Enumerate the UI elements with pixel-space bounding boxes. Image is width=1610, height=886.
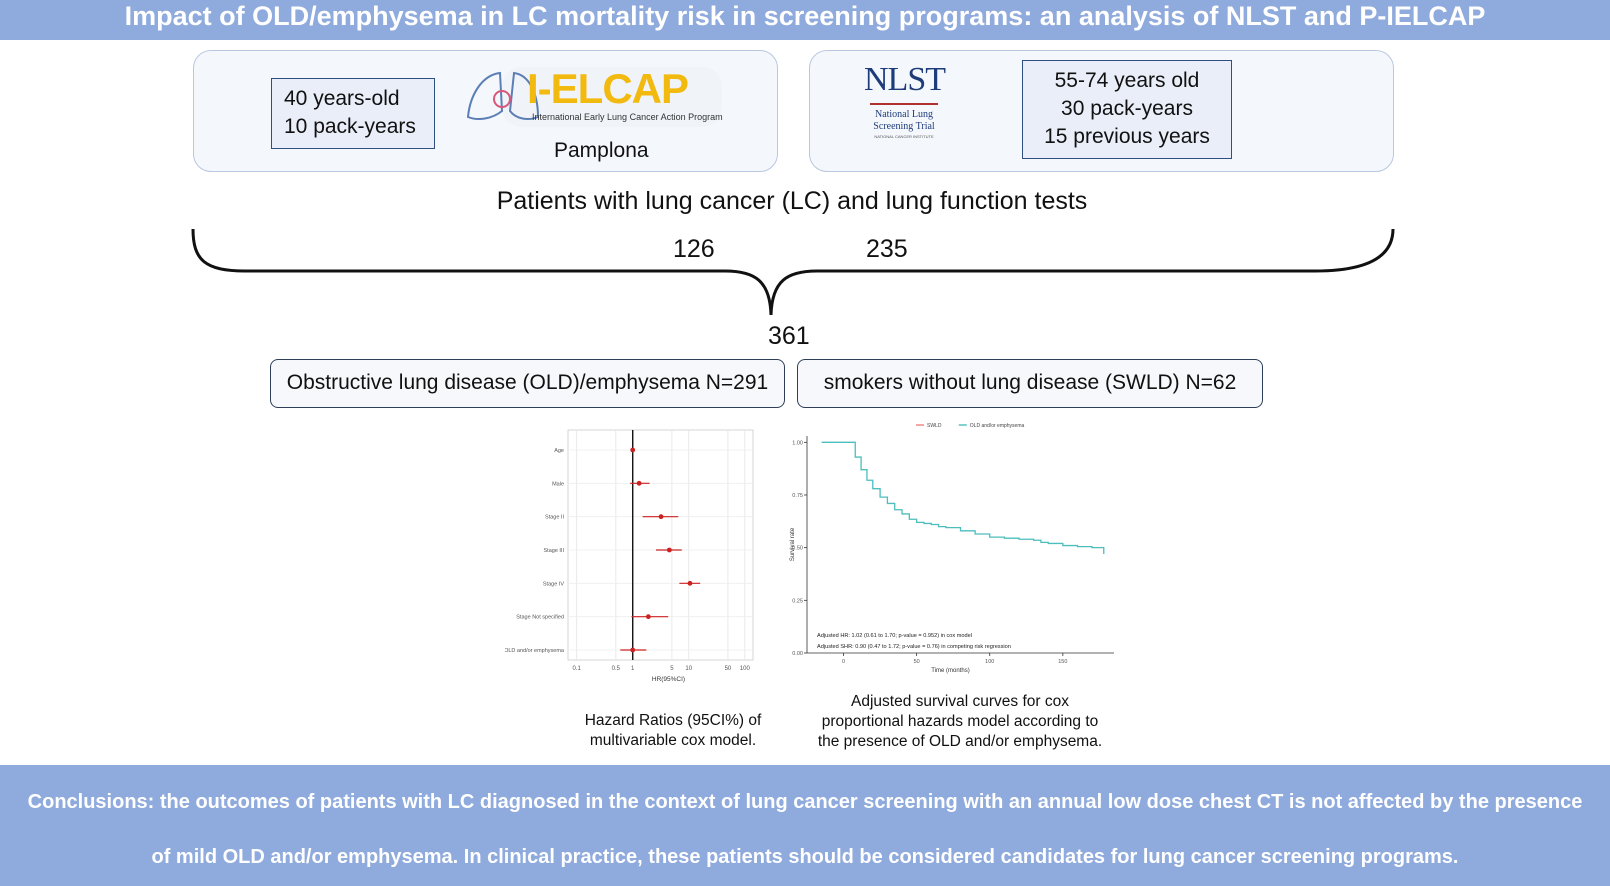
forest-x-tick-label: 5 xyxy=(670,666,674,672)
forest-point xyxy=(636,480,642,486)
ielcap-logo-name: I-ELCAP xyxy=(527,65,689,112)
nlst-logo-subtitle-2: Screening Trial xyxy=(873,121,935,132)
count-nlst: 235 xyxy=(866,235,908,263)
nlst-criteria-box: 55-74 years old 30 pack-years 15 previou… xyxy=(1022,60,1232,159)
km-plot: 0.00 0.25 0.50 0.75 1.00 0 50 100 150 Time (month… xyxy=(790,423,1114,674)
group-swld: smokers without lung disease (SWLD) N=62 xyxy=(797,359,1263,408)
km-x-tick-label: 50 xyxy=(914,659,920,665)
forest-category-label: OLD and/or emphysema xyxy=(505,648,565,654)
forest-point xyxy=(630,447,636,453)
nlst-logo-rule xyxy=(870,103,938,105)
forest-x-tick-label: 0.1 xyxy=(573,666,582,672)
nlst-criterion-age: 55-74 years old xyxy=(1054,69,1200,92)
nlst-logo-subtitle-1: National Lung xyxy=(874,109,934,120)
forest-category-label: Stage Not specified xyxy=(516,615,564,621)
km-x-axis-title: Time (months) xyxy=(931,668,969,674)
title-banner: Impact of OLD/emphysema in LC mortality … xyxy=(0,0,1610,40)
forest-point xyxy=(666,547,672,553)
forest-x-tick-label: 10 xyxy=(685,666,692,672)
nlst-logo-subtitle-3: NATIONAL CANCER INSTITUTE xyxy=(874,134,934,139)
km-y-tick-label: 0.50 xyxy=(792,546,803,552)
page-title: Impact of OLD/emphysema in LC mortality … xyxy=(124,1,1486,31)
ielcap-logo: I-ELCAP International Early Lung Cancer … xyxy=(462,65,742,135)
forest-x-axis-title: HR(95%CI) xyxy=(652,676,685,683)
forest-x-tick-label: 100 xyxy=(740,666,751,672)
ielcap-criterion-age: 40 years-old xyxy=(284,87,400,110)
forest-x-tick-label: 0.5 xyxy=(612,666,621,672)
km-x-tick-label: 0 xyxy=(842,659,845,665)
forest-category-label: Age xyxy=(554,448,564,454)
forest-category-label: Stage II xyxy=(545,515,564,521)
forest-x-tick-label: 1 xyxy=(631,666,635,672)
forest-caption: Hazard Ratios (95CI%) of multivariable c… xyxy=(584,712,762,749)
km-legend-label: OLD and/or emphysema xyxy=(970,423,1025,429)
nlst-logo: NLST National Lung Screening Trial NATIO… xyxy=(864,59,946,163)
count-total: 361 xyxy=(768,322,810,350)
forest-point xyxy=(658,514,664,520)
ielcap-criteria-box: 40 years-old 10 pack-years xyxy=(271,78,435,149)
lungs-logo-icon xyxy=(466,67,722,127)
km-y-axis-title: Survival rate xyxy=(790,527,796,561)
ielcap-site: Pamplona xyxy=(554,139,649,162)
km-y-tick-label: 0.00 xyxy=(792,651,803,657)
forest-plot: 0.1 0.5 1 5 10 50 100 Age Male Stage II Stage III S… xyxy=(505,429,754,683)
km-x-tick-label: 100 xyxy=(985,659,994,665)
merge-brace xyxy=(191,228,1395,316)
conclusion-line-2: of mild OLD and/or emphysema. In clinica… xyxy=(151,846,1459,868)
cohort-label: Patients with lung cancer (LC) and lung … xyxy=(496,187,1088,215)
ielcap-panel: 40 years-old 10 pack-years I-ELCAP Inter… xyxy=(193,50,778,172)
forest-category-label: Stage III xyxy=(544,548,565,554)
km-x-tick-label: 150 xyxy=(1058,659,1067,665)
nlst-criterion-years: 15 previous years xyxy=(1044,125,1210,148)
nlst-panel: NLST National Lung Screening Trial NATIO… xyxy=(809,50,1394,172)
forest-x-tick-label: 50 xyxy=(725,666,732,672)
nlst-logo-name: NLST xyxy=(864,61,946,98)
forest-point xyxy=(687,580,693,586)
km-y-tick-label: 0.75 xyxy=(792,493,803,499)
group-old: Obstructive lung disease (OLD)/emphysema… xyxy=(270,359,785,408)
forest-category-label: Stage IV xyxy=(543,581,564,587)
forest-plot-panel xyxy=(567,429,754,661)
count-ielcap: 126 xyxy=(673,235,715,263)
km-annotation: Adjusted SHR: 0.90 (0.47 to 1.72; p-valu… xyxy=(817,644,1011,650)
nlst-criterion-packyears: 30 pack-years xyxy=(1061,97,1193,120)
ielcap-logo-subtitle: International Early Lung Cancer Action P… xyxy=(532,112,723,122)
km-annotation: Adjusted HR: 1.02 (0.61 to 1.70; p-value… xyxy=(817,633,972,639)
forest-category-label: Male xyxy=(552,481,564,487)
km-caption: Adjusted survival curves for cox proport… xyxy=(817,693,1103,750)
conclusion-line-1: Conclusions: the outcomes of patients wi… xyxy=(27,791,1583,813)
ielcap-criterion-packyears: 10 pack-years xyxy=(284,115,416,138)
conclusion-banner: Conclusions: the outcomes of patients wi… xyxy=(0,765,1610,886)
km-y-tick-label: 0.25 xyxy=(792,598,803,604)
forest-point xyxy=(645,614,651,620)
forest-point xyxy=(630,647,636,653)
km-legend-label: SWLD xyxy=(927,423,942,429)
km-survival-curve xyxy=(821,441,1105,554)
km-y-tick-label: 1.00 xyxy=(792,440,803,446)
